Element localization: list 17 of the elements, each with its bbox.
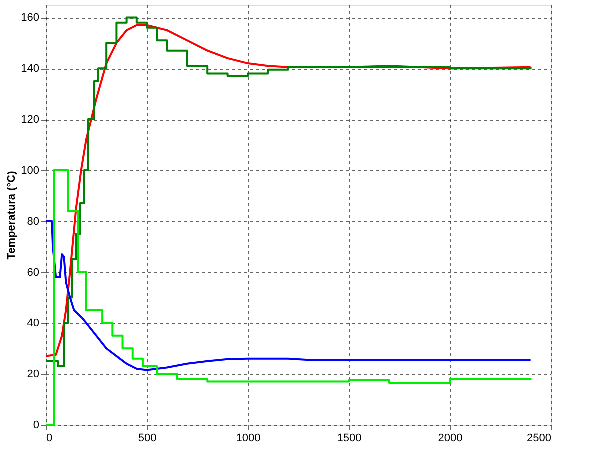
- y-tick-label: 100: [21, 164, 40, 177]
- x-tick-label: 1000: [236, 432, 261, 444]
- y-tick-label: 140: [21, 63, 40, 76]
- y-tick-label: 160: [21, 12, 40, 24]
- y-axis-title: Temperatura (°C): [6, 170, 18, 260]
- y-tick-label: 40: [27, 318, 40, 330]
- x-tick-label: 500: [138, 432, 157, 444]
- x-tick-label: 2500: [527, 432, 552, 444]
- line-series: [45, 220, 532, 372]
- x-tick-label: 1500: [337, 432, 362, 444]
- y-tick-label: 20: [27, 368, 40, 381]
- x-tick-label: 2000: [438, 432, 463, 444]
- x-tick-label: 0: [46, 432, 53, 444]
- y-tick-label: 0: [33, 420, 40, 432]
- y-tick-label: 60: [27, 266, 40, 279]
- y-tick-label: 80: [27, 216, 40, 228]
- y-tick-label: 120: [21, 114, 40, 126]
